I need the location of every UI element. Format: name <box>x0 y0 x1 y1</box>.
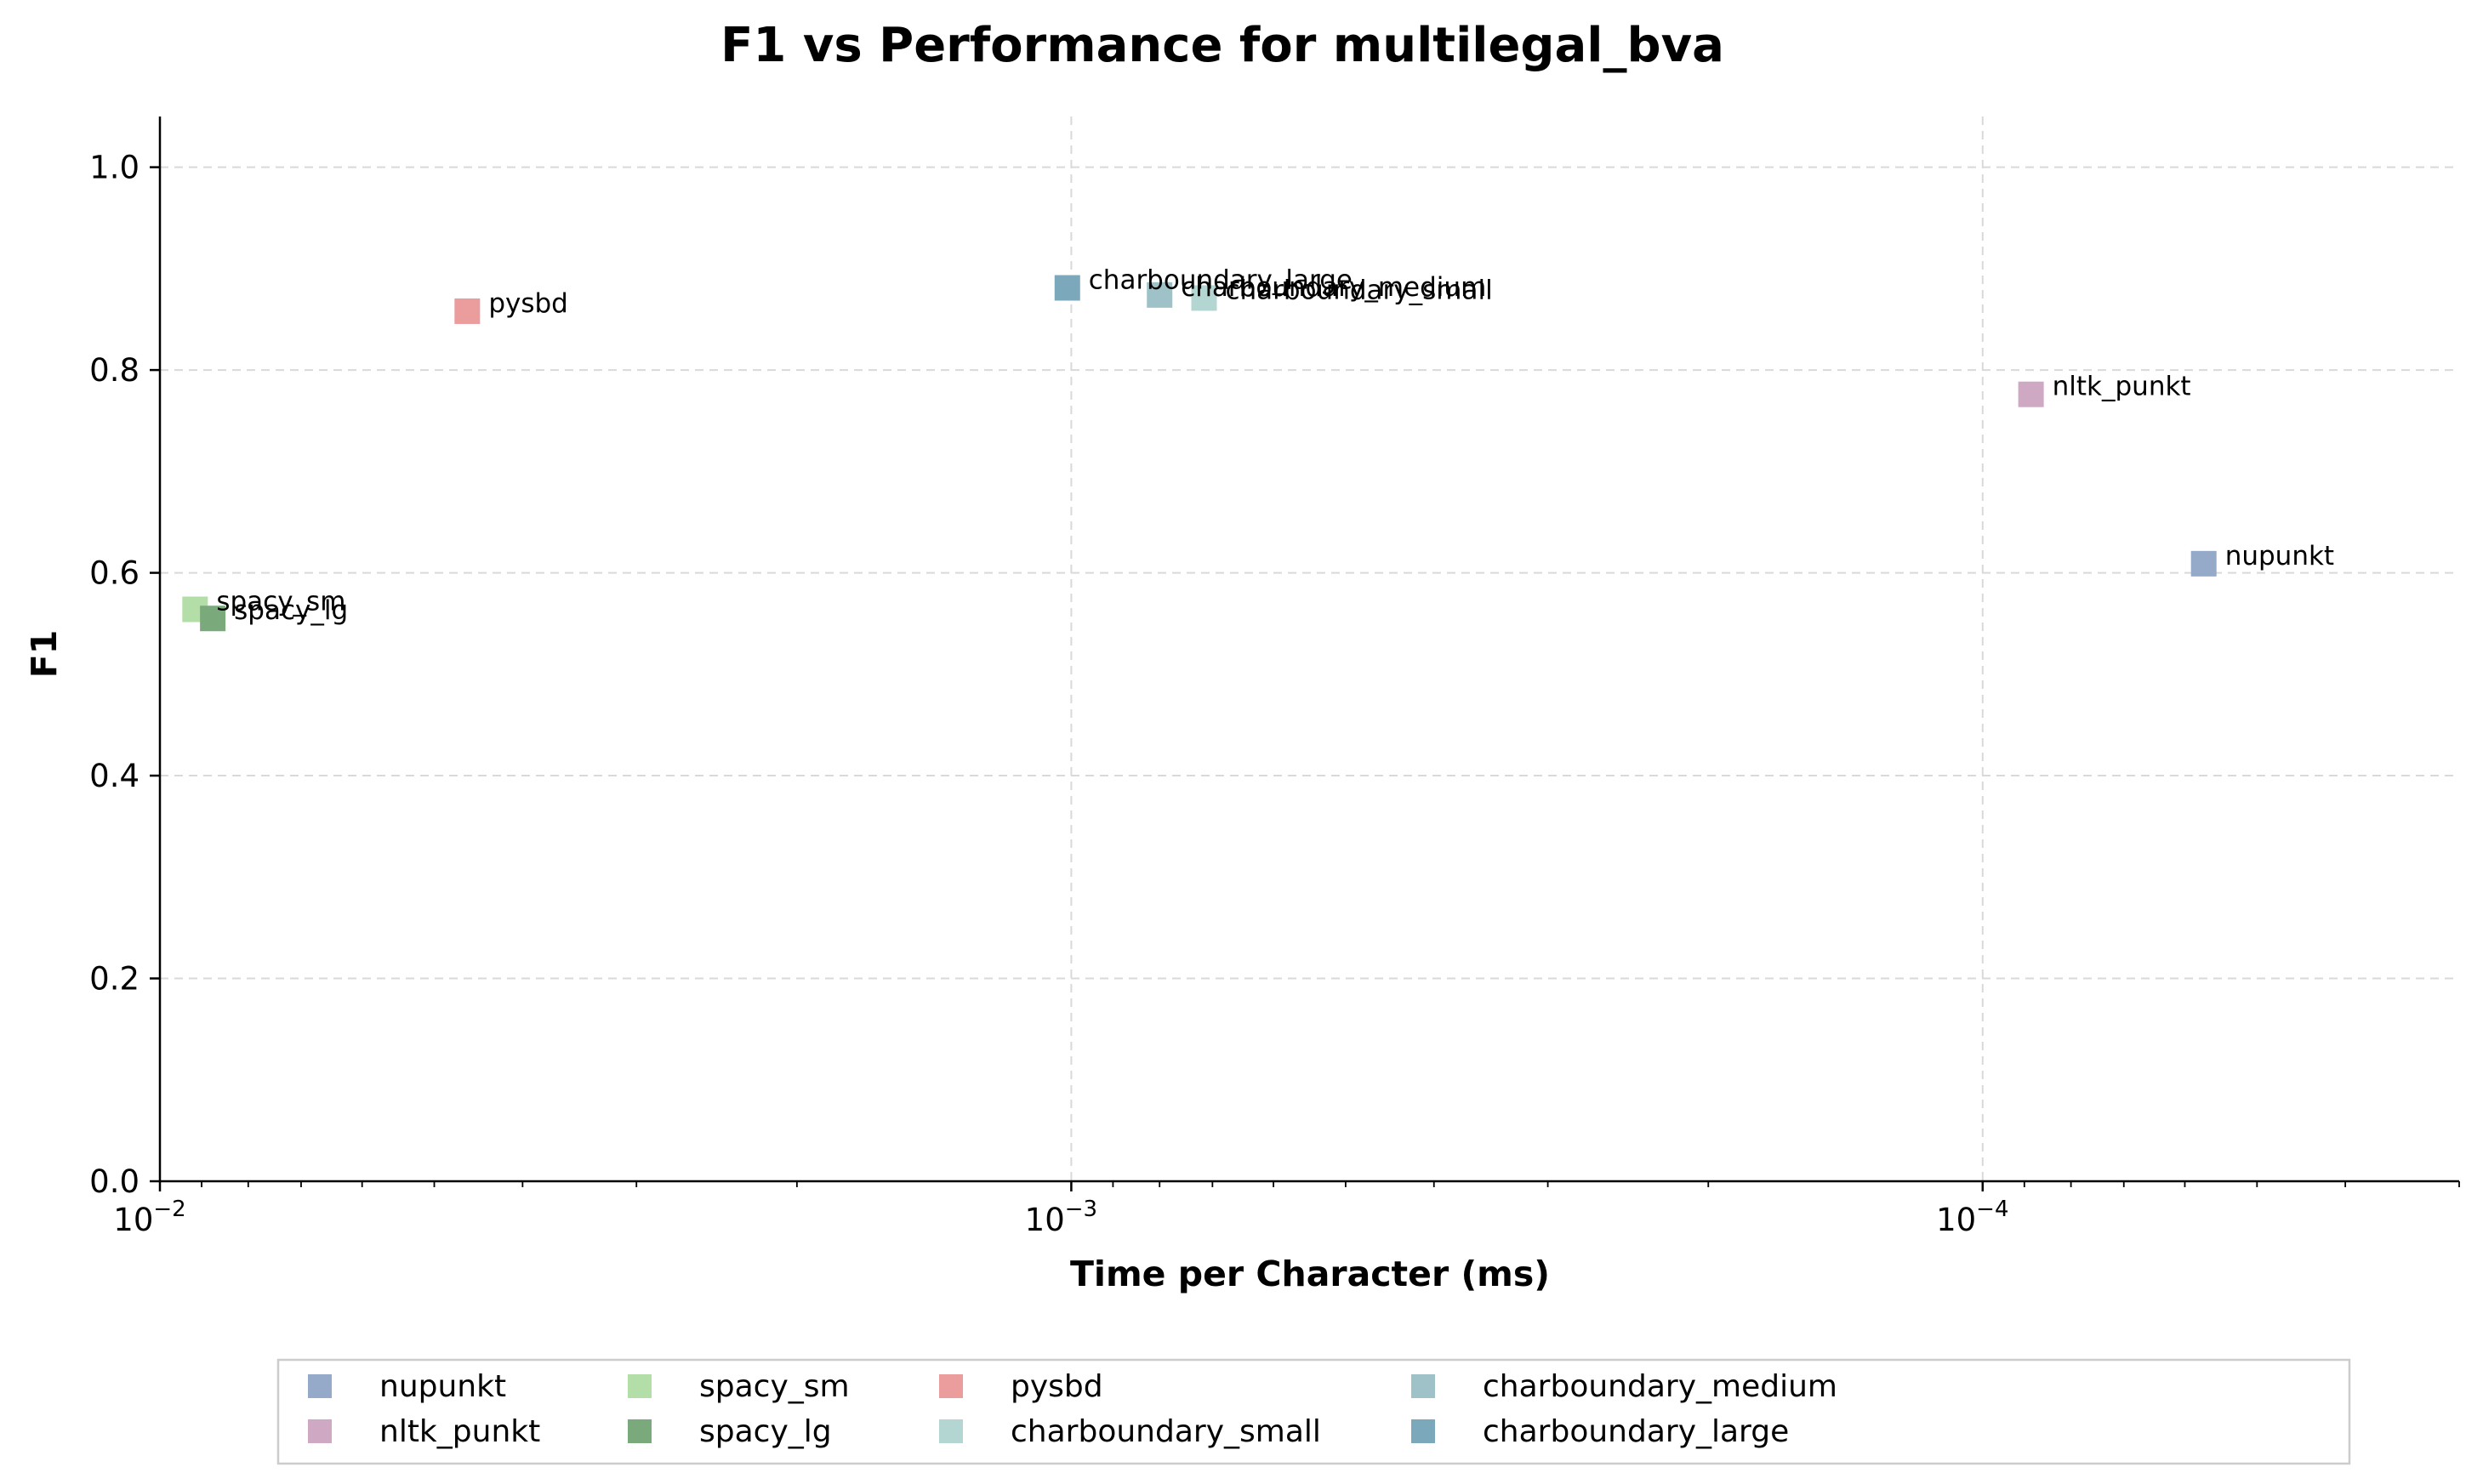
legend-label-spacy-lg: spacy_lg <box>699 1414 832 1449</box>
y-tick-label: 0.0 <box>89 1163 140 1200</box>
point-spacy-lg <box>200 606 226 632</box>
y-tick-label: 0.2 <box>89 961 140 998</box>
point-charboundary-small <box>1191 285 1217 311</box>
point-label-charboundary-small: charboundary_small <box>1225 275 1492 305</box>
axis-ticks: 0.0 0.2 0.4 0.6 0.8 1.0 10−2 10−3 10−4 <box>89 150 2460 1238</box>
x-axis-label: Time per Character (ms) <box>1070 1254 1550 1294</box>
legend-label-nupunkt: nupunkt <box>379 1369 506 1404</box>
point-label-pysbd: pysbd <box>488 288 568 319</box>
x-tick-label: 10−4 <box>1936 1197 2008 1238</box>
legend-swatch-charboundary-small <box>939 1419 963 1443</box>
y-axis-label: F1 <box>24 630 65 679</box>
data-points <box>182 275 2217 632</box>
legend-label-pysbd: pysbd <box>1011 1369 1103 1404</box>
point-pysbd <box>454 298 481 324</box>
y-tick-label: 0.8 <box>89 352 140 389</box>
x-tick-label: 10−2 <box>113 1197 185 1238</box>
legend-swatch-charboundary-large <box>1411 1419 1435 1443</box>
legend: nupunkt nltk_punkt spacy_sm spacy_lg pysbd ch… <box>276 1358 2351 1465</box>
legend-label-charboundary-small: charboundary_small <box>1011 1414 1321 1449</box>
legend-swatch-spacy-sm <box>628 1374 652 1398</box>
legend-swatch-charboundary-medium <box>1411 1374 1435 1398</box>
point-label-nltk-punkt: nltk_punkt <box>2053 372 2191 402</box>
y-tick-label: 0.4 <box>89 758 140 794</box>
point-nupunkt <box>2190 550 2217 577</box>
y-tick-label: 0.6 <box>89 555 140 592</box>
point-label-spacy-sm: spacy_sm <box>216 586 345 617</box>
legend-swatch-nltk-punkt <box>308 1419 332 1443</box>
x-tick-label: 10−3 <box>1025 1197 1097 1238</box>
y-tick-label: 1.0 <box>89 150 140 186</box>
axes-spines <box>158 117 2459 1183</box>
point-label-charboundary-medium: charboundary_medium <box>1181 272 1486 303</box>
legend-label-charboundary-large: charboundary_large <box>1483 1414 1789 1449</box>
legend-label-nltk-punkt: nltk_punkt <box>379 1414 540 1449</box>
legend-swatch-spacy-lg <box>628 1419 652 1443</box>
chart-title: F1 vs Performance for multilegal_bva <box>720 18 1724 73</box>
legend-label-charboundary-medium: charboundary_medium <box>1483 1369 1837 1404</box>
point-label-spacy-lg: spacy_lg <box>234 595 348 626</box>
point-nltk-punkt <box>2018 381 2044 407</box>
legend-swatch-pysbd <box>939 1374 963 1398</box>
legend-frame <box>276 1358 2351 1465</box>
point-label-nupunkt: nupunkt <box>2225 541 2334 571</box>
point-label-charboundary-large: charboundary_large <box>1089 265 1353 296</box>
point-charboundary-medium <box>1147 281 1173 308</box>
legend-label-spacy-sm: spacy_sm <box>699 1369 850 1404</box>
point-charboundary-large <box>1054 275 1080 301</box>
legend-swatch-nupunkt <box>308 1374 332 1398</box>
